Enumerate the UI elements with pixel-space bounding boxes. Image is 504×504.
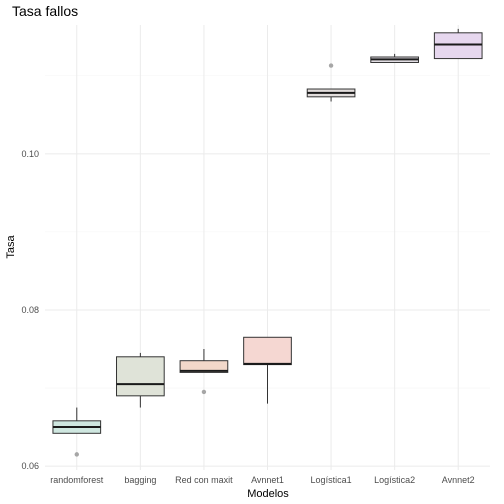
x-tick-label: Avnnet1 [251,475,284,485]
box-4 [306,63,356,102]
box-3 [243,336,292,404]
x-tick-label: randomforest [50,475,104,485]
y-tick-label: 0.06 [21,461,39,471]
x-tick-label: Avnnet2 [442,475,475,485]
x-tick-label: bagging [124,475,156,485]
y-axis-title: Tasa [5,235,17,259]
box-1 [116,352,165,408]
x-tick-label: Red con maxit [175,475,233,485]
box-body [179,360,229,373]
x-axis-title: Modelos [247,488,289,500]
box-outlier [74,452,79,457]
box-outlier [328,63,334,68]
y-tick-label: 0.10 [21,149,39,159]
box-2 [179,348,229,395]
box-0 [52,407,102,457]
box-6 [433,28,483,60]
x-tick-label: Logística1 [311,475,352,485]
box-outlier [201,389,207,395]
box-body [243,336,292,366]
box-body [116,356,165,397]
chart-title: Tasa fallos [12,3,78,19]
y-tick-label: 0.08 [21,305,39,315]
x-tick-label: Logística2 [374,475,415,485]
boxes [52,28,483,457]
box-5 [370,53,419,63]
box-body [433,32,483,60]
y-tick-labels: 0.06 0.08 0.10 [21,149,39,471]
x-tick-labels: randomforest bagging Red con maxit Avnnet1 L… [50,475,474,485]
